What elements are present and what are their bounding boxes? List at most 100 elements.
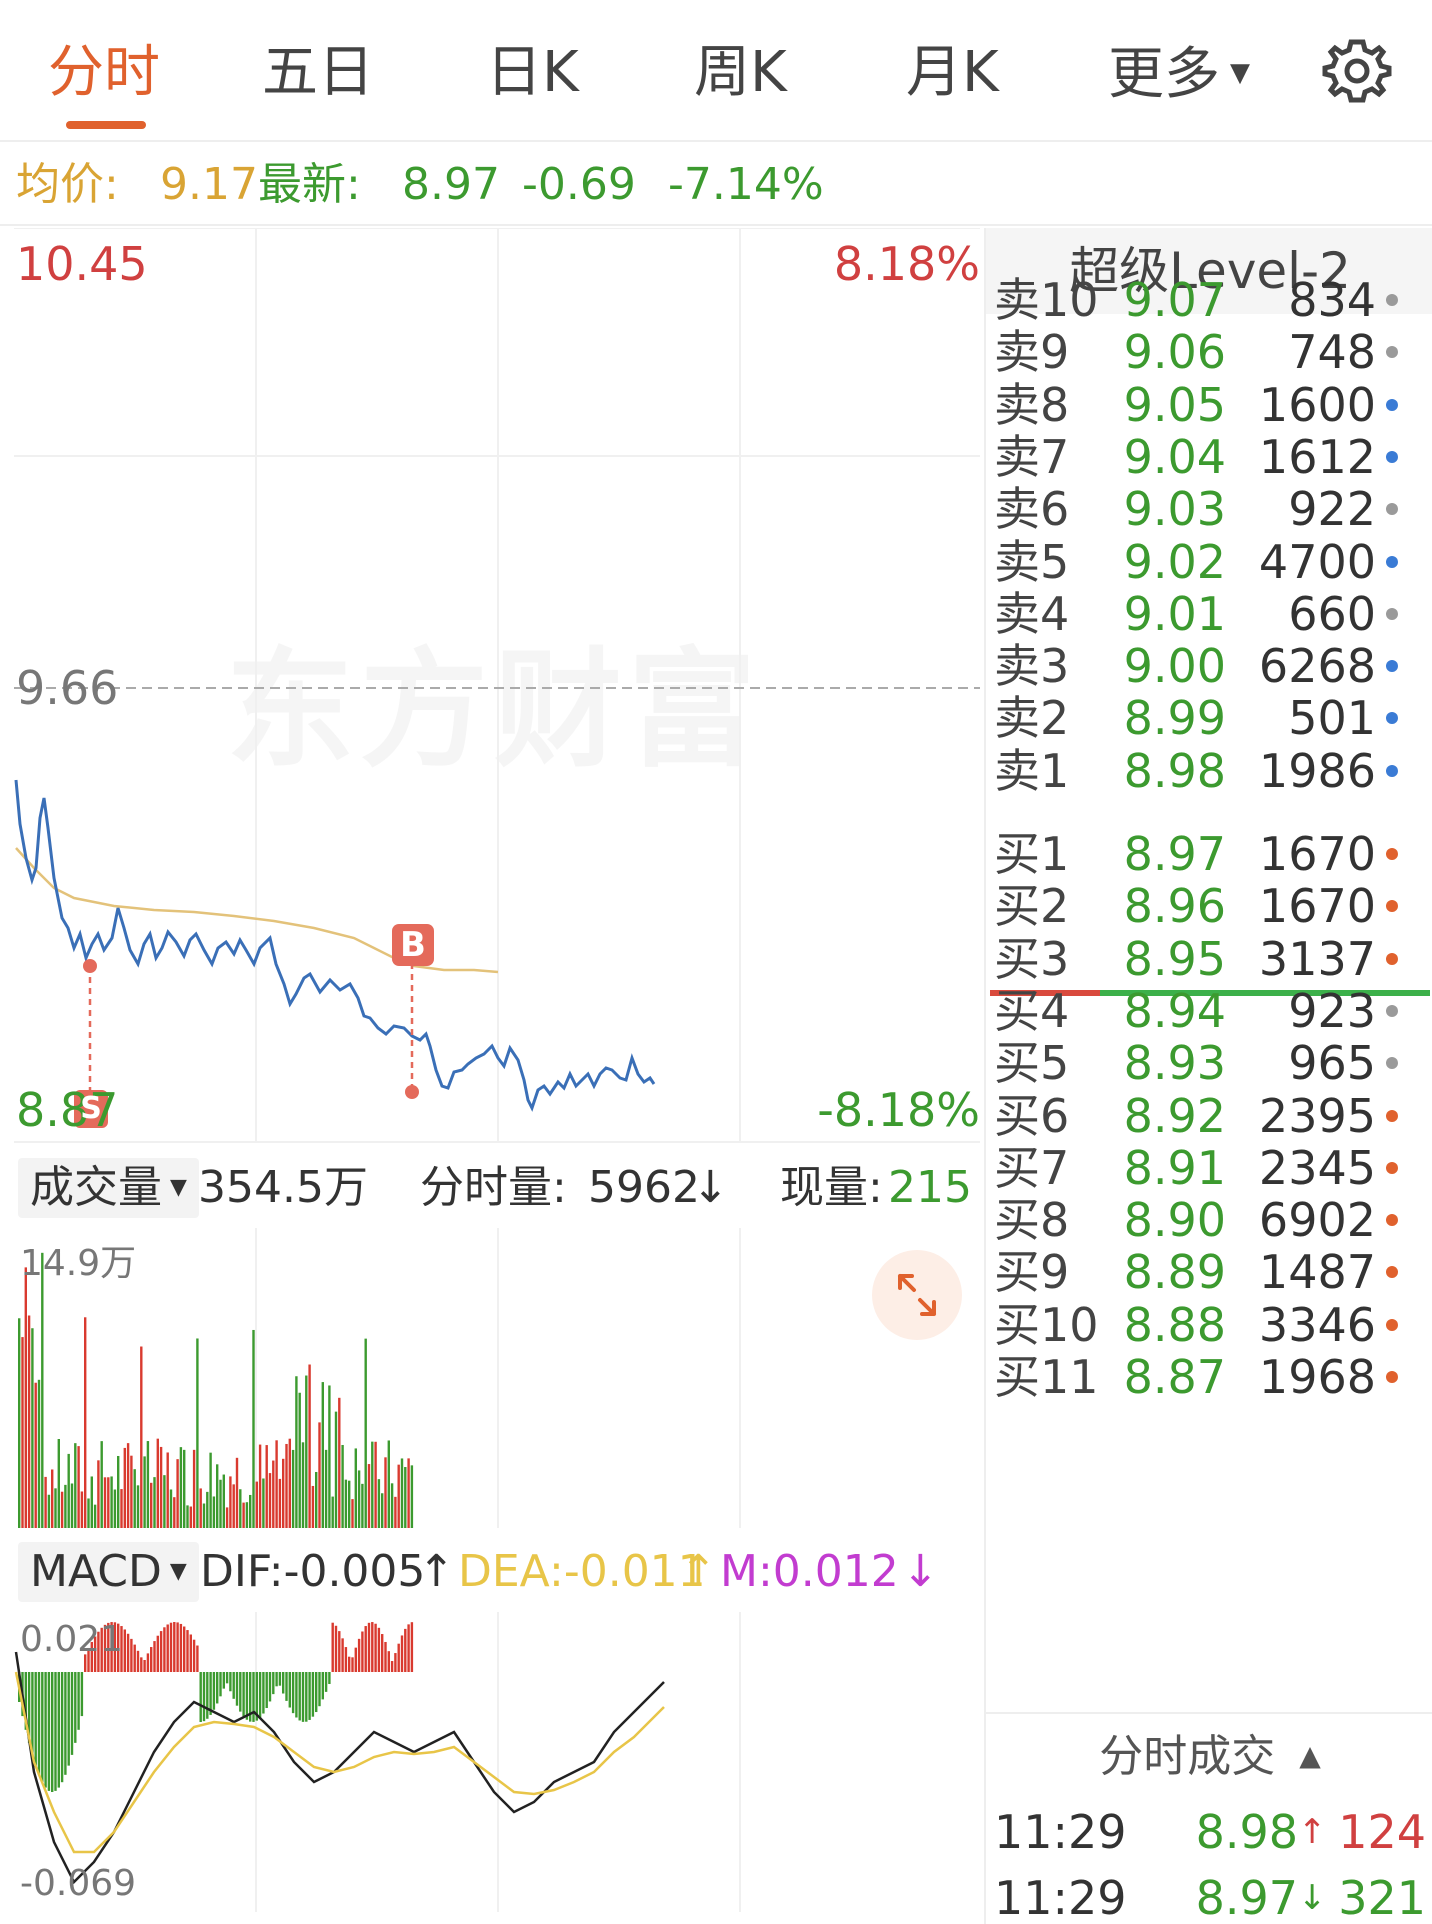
trade-volume: 321	[1338, 1871, 1426, 1924]
order-source-dot	[1386, 1109, 1398, 1122]
ask-row[interactable]: 卖2 8.99 501	[986, 686, 1432, 750]
trade-markers	[74, 924, 434, 1128]
tab-weekly-k[interactable]: 周K	[694, 40, 787, 105]
bid-level-label: 买6	[994, 1088, 1070, 1143]
avg-price-value: 9.17	[160, 159, 258, 210]
order-source-dot	[1386, 555, 1398, 568]
bid-price: 8.93	[1123, 1036, 1226, 1091]
gear-icon[interactable]	[1322, 36, 1392, 106]
period-tab-bar: 分时 五日 日K 周K 月K 更多 ▼	[0, 0, 1432, 142]
order-source-dot	[1386, 346, 1398, 359]
ask-level-label: 卖1	[994, 743, 1070, 798]
bid-row[interactable]: 买10 8.88 3346	[986, 1293, 1432, 1357]
tab-intraday[interactable]: 分时	[48, 40, 160, 105]
bid-level-label: 买1	[994, 827, 1070, 881]
bid-level-label: 买8	[994, 1193, 1070, 1248]
ask-row[interactable]: 卖7 9.04 1612	[986, 425, 1432, 489]
buy-marker[interactable]: B	[400, 925, 426, 965]
max-price-label: 10.45	[16, 237, 148, 291]
trade-direction-arrow: ↓	[1298, 1878, 1327, 1918]
price-chart-canvas	[14, 228, 980, 1143]
macd-chart[interactable]: 0.021 -0.069	[14, 1612, 980, 1912]
volume-selector-label: 成交量	[30, 1162, 162, 1213]
ask-price: 9.03	[1123, 482, 1226, 537]
bid-volume: 3346	[1258, 1297, 1376, 1352]
trade-row[interactable]: 11:29 8.98 ↑ 124	[986, 1800, 1432, 1864]
volume-header: 成交量 ▼ 354.5万 分时量: 5962 ↓ 现量: 215	[14, 1148, 980, 1228]
bid-level-label: 买11	[994, 1350, 1099, 1404]
order-source-dot	[1386, 1318, 1398, 1331]
ask-row[interactable]: 卖3 9.00 6268	[986, 634, 1432, 698]
bid-volume: 1487	[1258, 1245, 1376, 1300]
ask-volume: 6268	[1258, 639, 1376, 694]
min-price-label: 8.87	[16, 1083, 119, 1137]
sell-marker[interactable]: S	[80, 1091, 102, 1126]
bid-level-label: 买4	[994, 983, 1070, 1038]
caret-down-icon: ▼	[170, 1175, 187, 1200]
tab-five-day[interactable]: 五日	[262, 40, 374, 105]
ask-row[interactable]: 卖1 8.98 1986	[986, 739, 1432, 803]
bid-level-label: 买7	[994, 1140, 1070, 1195]
bid-row[interactable]: 买1 8.97 1670	[986, 822, 1432, 886]
ask-price: 9.05	[1123, 377, 1226, 432]
tab-daily-k[interactable]: 日K	[486, 40, 579, 105]
bid-row[interactable]: 买9 8.89 1487	[986, 1240, 1432, 1304]
ask-volume: 748	[1288, 325, 1376, 380]
ask-row[interactable]: 卖8 9.05 1600	[986, 373, 1432, 437]
trade-row[interactable]: 11:29 8.97 ↓ 321	[986, 1866, 1432, 1924]
trade-price: 8.97	[1195, 1871, 1298, 1924]
ask-row[interactable]: 卖4 9.01 660	[986, 582, 1432, 646]
ask-price: 9.00	[1123, 639, 1226, 694]
ask-row[interactable]: 卖10 9.07 834	[986, 268, 1432, 332]
bid-price: 8.88	[1123, 1297, 1226, 1352]
time-sales-header[interactable]: 分时成交 ▲	[986, 1716, 1432, 1796]
bid-row[interactable]: 买6 8.92 2395	[986, 1084, 1432, 1148]
bid-row[interactable]: 买4 8.94 923	[986, 979, 1432, 1043]
macd-dea: DEA:-0.011	[458, 1546, 706, 1597]
ask-level-label: 卖10	[994, 273, 1099, 327]
watermark: 东方财富	[226, 606, 762, 791]
bid-ask-ratio-bar	[990, 990, 1430, 996]
ask-level-label: 卖8	[994, 377, 1070, 432]
volume-max-label: 14.9万	[20, 1243, 137, 1284]
intraday-price-chart[interactable]: 东方财富 10.45 8.18% 9.66 8.87 -8.18% B S	[14, 228, 980, 1146]
volume-indicator-dropdown[interactable]: 成交量 ▼	[18, 1158, 199, 1218]
ask-price: 9.04	[1123, 429, 1226, 484]
time-sales-title: 分时成交	[1099, 1731, 1276, 1782]
bid-row[interactable]: 买7 8.91 2345	[986, 1136, 1432, 1200]
bid-row[interactable]: 买5 8.93 965	[986, 1031, 1432, 1095]
volume-chart[interactable]: 14.9万	[14, 1228, 980, 1528]
order-source-dot	[1386, 900, 1398, 913]
tab-monthly-k[interactable]: 月K	[906, 40, 999, 105]
order-source-dot	[1386, 607, 1398, 620]
macd-m-arrow: ↓	[902, 1546, 939, 1597]
latest-price-value: 8.97	[402, 159, 500, 210]
trade-price: 8.98	[1195, 1805, 1298, 1859]
bid-row[interactable]: 买2 8.96 1670	[986, 874, 1432, 938]
order-book-panel: 超级Level-2 卖10 9.07 834 卖9 9.06 748 卖8 9.05 1600 卖…	[984, 228, 1432, 1924]
bid-level-label: 买3	[994, 931, 1070, 986]
caret-up-icon: ▲	[1299, 1739, 1321, 1772]
ask-row[interactable]: 卖5 9.02 4700	[986, 530, 1432, 594]
ask-level-label: 卖9	[994, 325, 1070, 380]
bid-row[interactable]: 买8 8.90 6902	[986, 1188, 1432, 1252]
ask-level-label: 卖2	[994, 691, 1070, 746]
order-book-title[interactable]: 超级Level-2	[986, 228, 1432, 314]
bid-price: 8.92	[1123, 1088, 1226, 1143]
order-source-dot	[1386, 294, 1398, 306]
macd-indicator-dropdown[interactable]: MACD ▼	[18, 1542, 199, 1602]
volume-bars	[18, 1228, 741, 1528]
tab-more[interactable]: 更多 ▼	[1108, 38, 1250, 108]
avg-price-line	[15, 847, 499, 974]
bid-row[interactable]: 买11 8.87 1968	[986, 1345, 1432, 1409]
ask-level-label: 卖3	[994, 639, 1070, 694]
expand-chart-button[interactable]	[872, 1250, 962, 1340]
bid-row[interactable]: 买3 8.95 3137	[986, 927, 1432, 991]
order-source-dot	[1386, 450, 1398, 463]
bid-volume: 1968	[1258, 1350, 1376, 1404]
ask-row[interactable]: 卖9 9.06 748	[986, 320, 1432, 384]
ask-row[interactable]: 卖6 9.03 922	[986, 477, 1432, 541]
price-change: -0.69	[522, 159, 636, 210]
ask-volume: 834	[1288, 273, 1376, 327]
ask-price: 9.02	[1123, 534, 1226, 589]
